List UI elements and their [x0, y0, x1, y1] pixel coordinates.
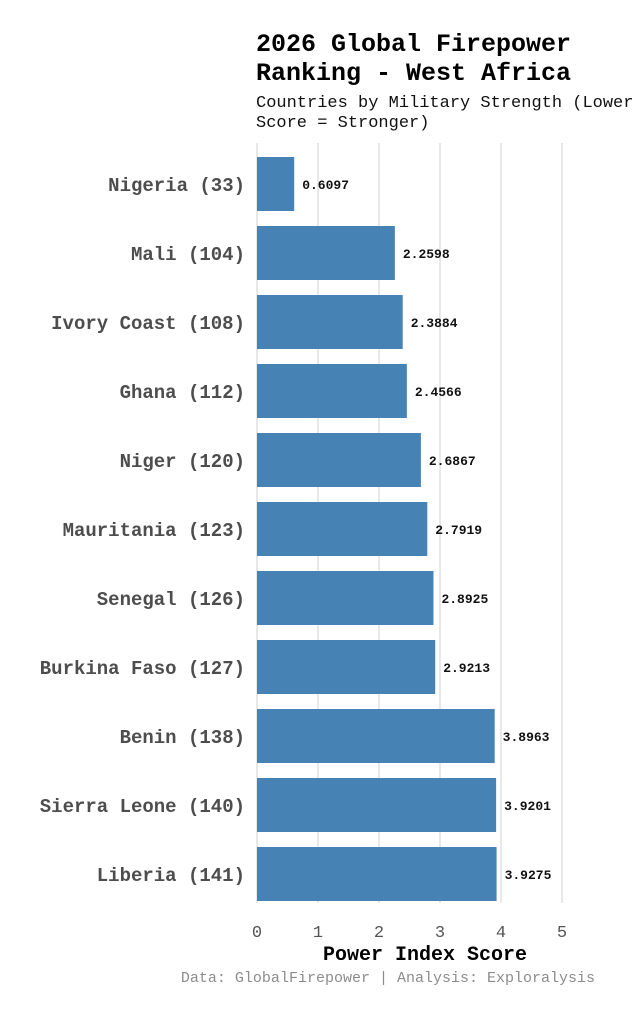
value-label: 2.2598 [403, 247, 450, 262]
bar [257, 226, 395, 280]
category-label: Senegal (126) [97, 589, 245, 611]
value-label: 2.4566 [415, 385, 462, 400]
x-tick-label: 4 [496, 924, 506, 943]
category-label: Ivory Coast (108) [51, 313, 245, 335]
chart-title: 2026 Global Firepower Ranking - West Afr… [256, 30, 572, 88]
x-tick-label: 2 [374, 924, 384, 943]
category-label: Mauritania (123) [63, 520, 245, 542]
x-tick-label: 5 [557, 924, 567, 943]
value-label: 2.6867 [429, 454, 476, 469]
value-label: 2.7919 [435, 523, 482, 538]
bar [257, 502, 428, 556]
bar [257, 709, 495, 763]
bar [257, 433, 421, 487]
category-label: Niger (120) [120, 451, 245, 473]
category-label: Ghana (112) [120, 382, 245, 404]
category-label: Benin (138) [120, 727, 245, 749]
category-labels: Nigeria (33) Mali (104) Ivory Coast (108) G… [40, 175, 245, 887]
value-label: 0.6097 [302, 178, 349, 193]
value-label: 3.9201 [504, 799, 551, 814]
bar [257, 157, 295, 211]
bar [257, 847, 497, 901]
bars [257, 157, 497, 901]
value-label: 3.9275 [505, 868, 552, 883]
value-labels: 0.6097 2.2598 2.3884 2.4566 2.6867 2.7919 2.89… [302, 178, 551, 883]
category-label: Burkina Faso (127) [40, 658, 245, 680]
bar [257, 640, 436, 694]
x-axis-title: Power Index Score [323, 944, 527, 967]
value-label: 2.8925 [441, 592, 488, 607]
bar [257, 295, 403, 349]
x-tick-label: 1 [313, 924, 323, 943]
value-label: 2.9213 [443, 661, 490, 676]
value-label: 2.3884 [411, 316, 458, 331]
bar [257, 778, 497, 832]
chart-subtitle: Countries by Military Strength (Lower Sc… [256, 94, 634, 133]
category-label: Liberia (141) [97, 865, 245, 887]
bar [257, 571, 434, 625]
x-tick-labels: 0 1 2 3 4 5 [252, 924, 567, 943]
category-label: Nigeria (33) [108, 175, 245, 197]
category-label: Mali (104) [131, 244, 245, 266]
chart-caption: Data: GlobalFirepower | Analysis: Explor… [180, 970, 595, 987]
value-label: 3.8963 [503, 730, 550, 745]
x-tick-label: 3 [435, 924, 445, 943]
x-tick-label: 0 [252, 924, 262, 943]
category-label: Sierra Leone (140) [40, 796, 245, 818]
bar [257, 364, 407, 418]
